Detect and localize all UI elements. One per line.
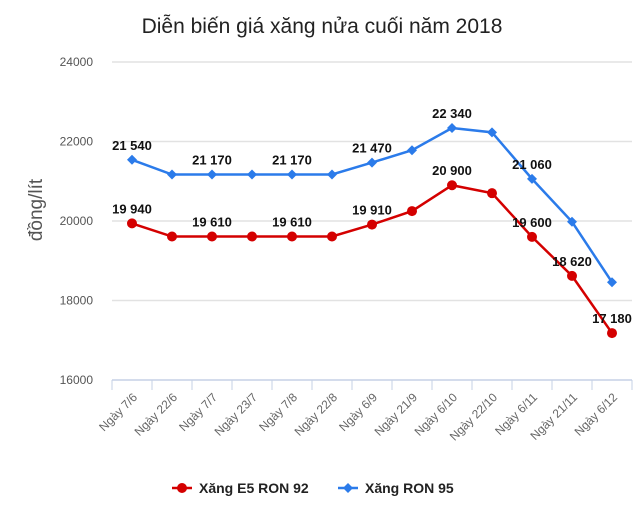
data-label: 20 900 [432,163,472,178]
data-label: 21 540 [112,138,152,153]
data-point [447,122,457,133]
y-tick-label: 22000 [60,135,94,149]
data-point [207,231,217,242]
data-point [607,328,617,339]
chart-title: Diễn biến giá xăng nửa cuối năm 2018 [142,15,503,38]
data-point [567,216,577,227]
data-label: 22 340 [432,106,472,121]
data-point [327,231,337,242]
data-point [127,154,137,165]
data-point [167,231,177,242]
data-point [287,231,297,242]
data-point [447,180,457,191]
data-point [407,145,417,156]
y-tick-label: 16000 [60,373,94,387]
data-point [567,270,577,281]
x-tick-label: Ngày 22/8 [292,390,341,439]
data-label: 19 610 [272,215,312,230]
legend-item: Xăng RON 95 [338,480,454,496]
legend-marker [177,483,187,493]
data-label: 21 470 [352,141,392,156]
data-label: 18 620 [552,254,592,269]
data-label: 19 910 [352,203,392,218]
y-tick-label: 20000 [60,214,94,228]
data-label: 19 600 [512,215,552,230]
data-label: 21 060 [512,157,552,172]
legend-marker [343,483,353,493]
data-point [287,169,297,180]
data-point [247,231,257,242]
data-label: 21 170 [272,152,312,167]
data-point [327,169,337,180]
x-tick-label: Ngày 6/12 [572,390,621,439]
data-point [527,173,537,184]
legend-item: Xăng E5 RON 92 [172,480,309,496]
data-point [487,127,497,138]
data-point [407,206,417,217]
data-point [127,218,137,229]
data-label: 21 170 [192,152,232,167]
data-point [487,188,497,199]
legend-label: Xăng E5 RON 92 [199,480,309,496]
data-point [607,277,617,288]
data-point [527,231,537,242]
x-tick-label: Ngày 22/6 [132,390,181,439]
data-label: 19 610 [192,215,232,230]
data-point [167,169,177,180]
data-point [367,219,377,230]
data-label: 19 940 [112,201,152,216]
data-point [367,157,377,168]
y-tick-label: 24000 [60,55,94,69]
y-tick-label: 18000 [60,294,94,308]
x-tick-label: Ngày 23/7 [212,390,261,439]
y-axis-label: đồng/lít [26,178,47,241]
data-label: 17 180 [592,311,632,326]
data-point [247,169,257,180]
legend-label: Xăng RON 95 [365,480,454,496]
data-point [207,169,217,180]
